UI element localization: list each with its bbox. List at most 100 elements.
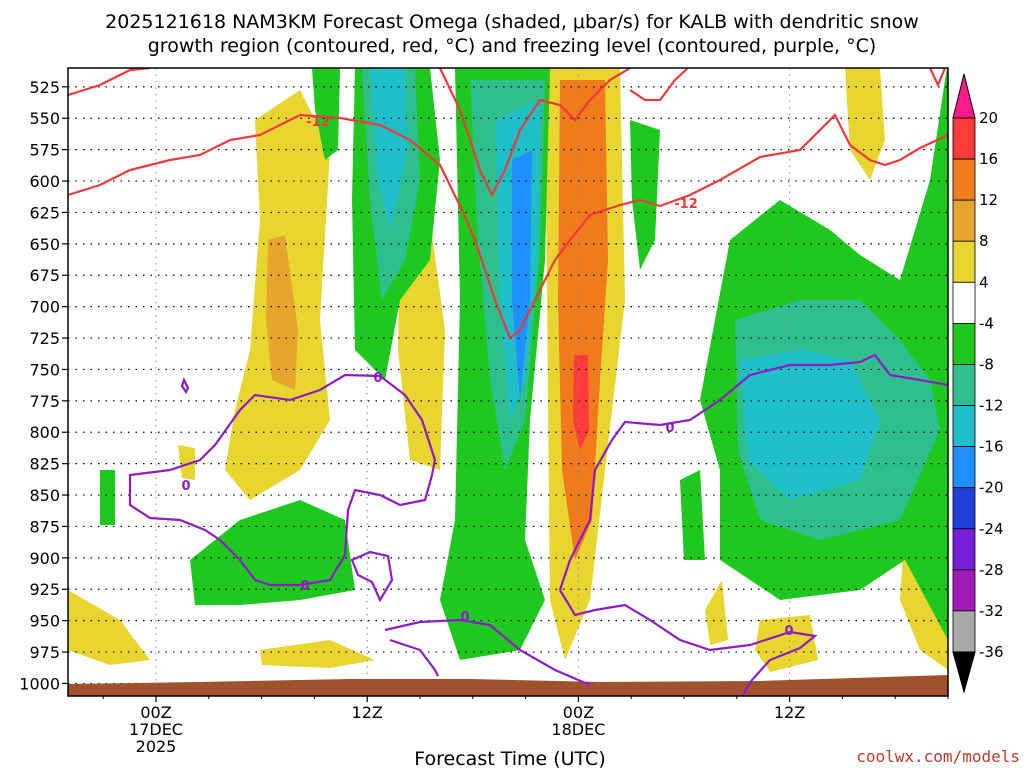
- freezing-label: 0: [181, 479, 190, 494]
- terrain-surface: [68, 675, 948, 696]
- colorbar-label: -32: [979, 602, 1004, 620]
- y-tick-label: 975: [29, 643, 60, 662]
- colorbar-label: 20: [979, 109, 998, 127]
- x-tick-label: 00Z: [563, 703, 594, 722]
- freezing-level-contours: [128, 353, 948, 696]
- colorbar-swatch: [952, 610, 976, 653]
- y-tick-label: 600: [29, 172, 60, 191]
- colorbar-swatch: [952, 199, 976, 242]
- colorbar-swatch: [952, 158, 976, 201]
- omega-orange-region: [558, 80, 608, 560]
- omega-red-region: [573, 355, 589, 450]
- y-tick-label: 875: [29, 517, 60, 536]
- y-tick-label: 900: [29, 549, 60, 568]
- dgz-contours: [68, 68, 948, 340]
- plot-frame: [67, 67, 949, 697]
- freezing-contour-line: [384, 618, 591, 687]
- omega-green-region: [312, 68, 340, 160]
- colorbar-swatch: [952, 528, 976, 571]
- y-tick-label: 850: [29, 486, 60, 505]
- colorbar-label: -24: [979, 520, 1004, 538]
- dgz-contour-line: [439, 68, 631, 198]
- y-tick-label: 650: [29, 235, 60, 254]
- dgz-contour-line: [929, 68, 947, 88]
- freezing-label: 0: [300, 579, 309, 594]
- y-tick-label: 575: [29, 141, 60, 160]
- dgz-contour-line: [68, 113, 948, 340]
- colorbar-swatch: [952, 569, 976, 612]
- colorbar-label: -16: [979, 438, 1004, 456]
- x-date-label: 2025: [136, 737, 177, 756]
- y-tick-label: 725: [29, 329, 60, 348]
- colorbar-label: 8: [979, 232, 989, 250]
- x-tick-label: 12Z: [352, 703, 383, 722]
- dgz-label: -12: [674, 197, 698, 212]
- omega-green-region: [680, 470, 705, 560]
- freezing-contour-line: [389, 638, 439, 677]
- y-tick-label: 550: [29, 109, 60, 128]
- plot-area: -12 -12 0 0 0 0 0 0: [68, 68, 948, 696]
- colorbar-label: -8: [979, 355, 994, 373]
- colorbar-label: -20: [979, 479, 1004, 497]
- freezing-contour-line: [559, 589, 818, 696]
- colorbar-cap-top: [952, 73, 976, 119]
- chart-title-line2: growth region (contoured, red, °C) and f…: [148, 35, 877, 57]
- y-tick-label: 750: [29, 360, 60, 379]
- y-tick-label: 1000: [19, 674, 60, 693]
- omega-yellow-region: [68, 590, 150, 665]
- credit-text: coolwx.com/models: [856, 747, 1020, 766]
- colorbar-swatch: [952, 322, 976, 365]
- omega-green-region: [190, 500, 355, 605]
- x-axis-title: Forecast Time (UTC): [414, 748, 605, 768]
- y-tick-label: 825: [29, 455, 60, 474]
- omega-yellow-region: [755, 615, 818, 672]
- freezing-label: 0: [373, 371, 382, 386]
- colorbar-swatch: [952, 281, 976, 324]
- x-tick-label: 12Z: [774, 703, 805, 722]
- freezing-contour-line: [558, 353, 948, 591]
- colorbar-swatch: [952, 446, 976, 489]
- freezing-contour-line: [128, 373, 437, 587]
- colorbar-swatch: [952, 240, 976, 283]
- omega-shading: [68, 68, 948, 672]
- omega-yellow-region: [260, 640, 375, 668]
- freezing-contour-line: [350, 550, 394, 603]
- omega-yellow-region: [705, 580, 728, 645]
- dgz-label: -12: [306, 115, 330, 130]
- colorbar-label: 4: [979, 273, 989, 291]
- omega-cyan-region: [740, 350, 880, 500]
- omega-yellow-region: [845, 68, 885, 180]
- colorbar-swatch: [952, 364, 976, 406]
- colorbar-swatch: [952, 487, 976, 530]
- omega-yellow-region: [178, 445, 195, 480]
- y-tick-label: 700: [29, 298, 60, 317]
- colorbar-label: 16: [979, 150, 998, 168]
- y-tick-label: 625: [29, 203, 60, 222]
- dgz-contour-line: [68, 68, 151, 97]
- y-tick-label: 775: [29, 392, 60, 411]
- x-date-label: 17DEC: [129, 720, 183, 739]
- gridlines: [68, 68, 948, 696]
- y-tick-label: 800: [29, 423, 60, 442]
- omega-cyan-region: [370, 68, 408, 230]
- y-tick-label: 950: [29, 612, 60, 631]
- freezing-label: 0: [784, 624, 793, 639]
- colorbar-cap-bottom: [952, 651, 976, 694]
- freezing-label: 0: [665, 421, 674, 436]
- colorbar-swatch: [952, 117, 976, 160]
- y-tick-label: 525: [29, 78, 60, 97]
- colorbar-label: -12: [979, 397, 1004, 415]
- omega-green-region: [100, 470, 115, 525]
- x-tick-label: 00Z: [140, 703, 171, 722]
- omega-orange-region: [266, 235, 298, 390]
- y-tick-label: 925: [29, 580, 60, 599]
- freezing-contour-line: [180, 377, 190, 395]
- chart-title-line1: 2025121618 NAM3KM Forecast Omega (shaded…: [105, 11, 919, 33]
- dgz-contour-line: [629, 68, 689, 102]
- colorbar-label: -28: [979, 561, 1004, 579]
- omega-green-region: [630, 120, 660, 270]
- colorbar-swatch: [952, 405, 976, 448]
- x-date-label: 18DEC: [551, 720, 605, 739]
